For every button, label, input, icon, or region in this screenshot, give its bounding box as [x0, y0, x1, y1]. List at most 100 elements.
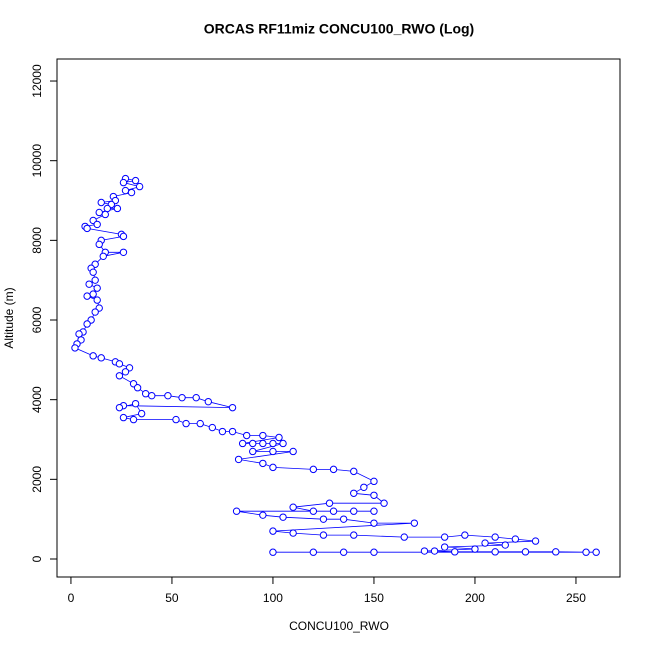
data-point: [350, 467, 358, 476]
data-point: [121, 368, 130, 376]
data-point: [360, 483, 368, 492]
x-tick-label: 150: [364, 591, 384, 605]
data-point: [232, 507, 241, 515]
data-point: [208, 423, 217, 432]
y-axis-label: Altitude (m): [2, 287, 16, 348]
chart-title: ORCAS RF11miz CONCU100_RWO (Log): [204, 21, 474, 37]
data-point: [99, 252, 107, 260]
data-point: [582, 548, 590, 556]
data-point: [164, 391, 172, 400]
data-point: [461, 531, 469, 539]
data-point: [242, 431, 251, 440]
data-point: [329, 507, 338, 515]
data-point: [133, 384, 142, 392]
data-point: [75, 330, 83, 338]
data-point: [119, 232, 128, 241]
data-point: [178, 393, 186, 402]
data-point: [269, 447, 277, 456]
data-point: [430, 547, 439, 555]
data-point: [339, 548, 348, 556]
data-point: [91, 308, 99, 316]
data-point: [521, 548, 530, 556]
x-tick-label: 250: [566, 591, 586, 605]
data-point: [259, 431, 267, 440]
data-point: [511, 535, 520, 543]
data-point: [329, 465, 338, 474]
data-point: [319, 515, 328, 523]
data-point: [83, 224, 91, 233]
data-point: [93, 296, 101, 304]
data-point: [279, 513, 287, 521]
data-point: [83, 292, 91, 300]
data-point: [137, 409, 146, 418]
y-tick-label: 4000: [30, 386, 44, 413]
data-point: [103, 204, 112, 213]
data-point: [97, 354, 105, 362]
data-point: [218, 427, 227, 436]
data-point: [440, 533, 449, 541]
data-point: [91, 276, 99, 284]
y-tick-label: 0: [30, 555, 44, 562]
data-point: [115, 403, 124, 412]
data-point: [309, 465, 318, 474]
data-point: [410, 519, 419, 527]
x-tick-label: 0: [68, 591, 75, 605]
data-point: [400, 533, 408, 541]
data-point: [89, 268, 97, 276]
data-point: [501, 541, 509, 549]
data-point: [182, 419, 190, 428]
data-point: [127, 188, 136, 197]
data-point: [289, 503, 297, 511]
data-point: [269, 439, 277, 448]
data-point: [269, 548, 277, 556]
data-point: [172, 415, 180, 424]
data-point: [370, 548, 378, 556]
data-point: [93, 284, 101, 292]
data-point: [249, 439, 257, 448]
data-point: [370, 491, 378, 499]
data-point: [420, 547, 429, 555]
data-point: [269, 463, 277, 472]
data-point: [97, 198, 105, 207]
data-point: [228, 427, 237, 436]
data-point: [325, 499, 334, 507]
data-point: [339, 515, 348, 523]
y-tick-label: 12000: [30, 64, 44, 98]
data-point: [83, 320, 91, 328]
data-point: [113, 204, 122, 213]
data-point: [309, 507, 318, 515]
data-point: [279, 439, 287, 448]
data-point: [85, 280, 93, 288]
data-point: [148, 391, 156, 400]
data-point: [228, 403, 237, 412]
plot-frame: [56, 58, 621, 578]
data-point: [259, 511, 267, 519]
data-point: [93, 220, 101, 229]
y-tick-label: 6000: [30, 306, 44, 333]
data-point: [204, 397, 213, 406]
data-point: [129, 415, 138, 424]
data-point: [234, 455, 243, 464]
data-point: [380, 499, 388, 507]
data-point: [141, 389, 150, 398]
data-point: [196, 419, 204, 428]
data-point: [370, 519, 378, 527]
data-point: [319, 531, 328, 539]
data-point: [259, 439, 267, 448]
x-tick-label: 200: [465, 591, 485, 605]
data-point: [119, 413, 128, 422]
data-point: [101, 210, 109, 219]
data-point: [131, 399, 140, 408]
data-point: [192, 393, 200, 402]
x-tick-label: 50: [165, 591, 179, 605]
x-tick-label: 100: [263, 591, 283, 605]
data-point: [350, 507, 358, 515]
y-tick-label: 2000: [30, 466, 44, 493]
data-point: [269, 527, 277, 535]
data-point: [531, 537, 540, 545]
data-point: [481, 539, 489, 547]
data-point: [471, 545, 479, 553]
data-point: [491, 533, 499, 541]
data-point: [95, 240, 103, 249]
